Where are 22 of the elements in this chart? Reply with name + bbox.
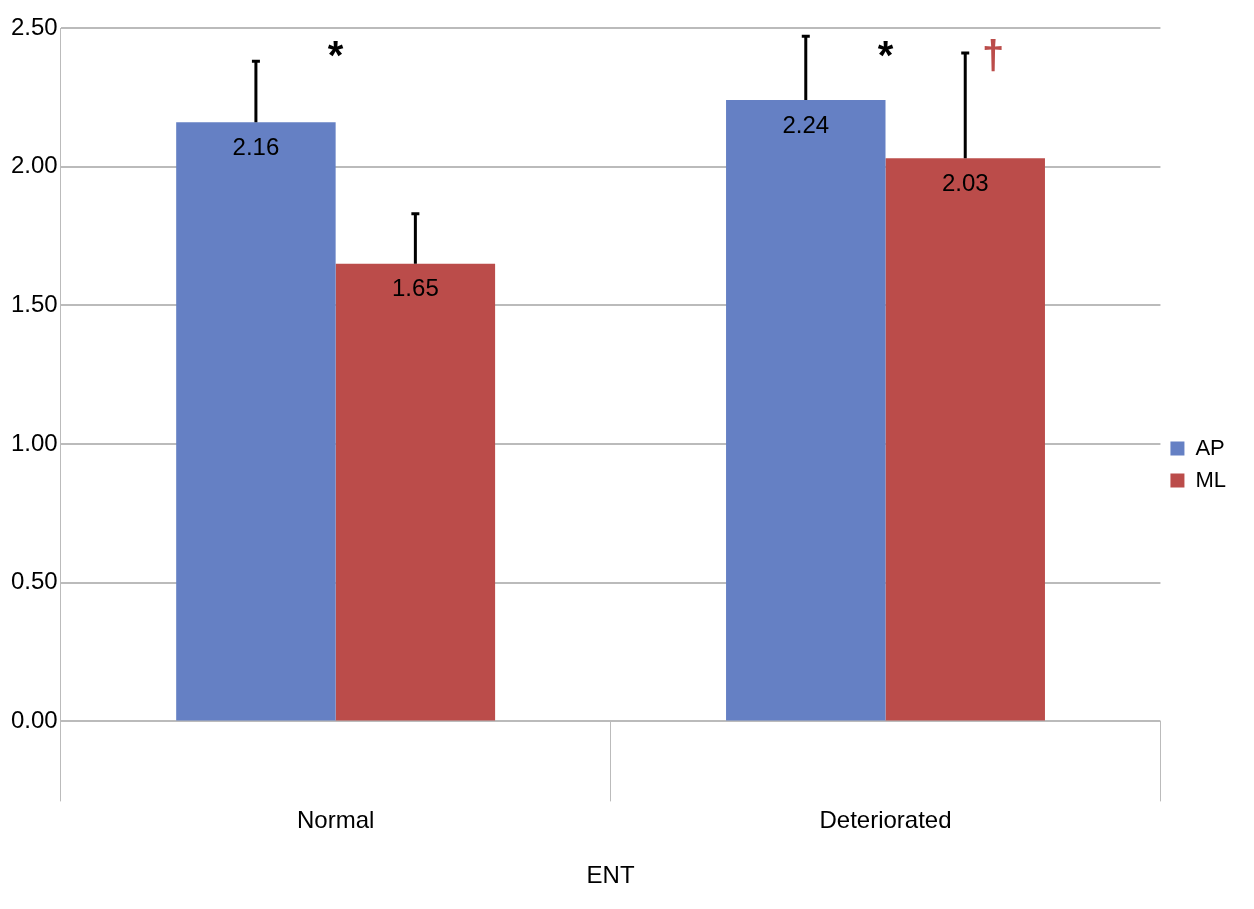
- y-tick-label: 0.00: [10, 706, 58, 734]
- y-tick-label: 1.00: [10, 428, 58, 456]
- annotation: †: [982, 33, 1005, 78]
- legend-label: ML: [1195, 466, 1226, 492]
- y-tick-label: 2.50: [10, 12, 58, 40]
- data-label: 1.65: [392, 274, 439, 302]
- bar: [885, 158, 1045, 721]
- x-axis-title: ENT: [586, 861, 635, 889]
- data-label: 2.24: [782, 110, 830, 138]
- bar: [726, 100, 886, 721]
- y-tick-label: 2.00: [10, 151, 58, 179]
- y-tick-label: 1.50: [10, 289, 58, 317]
- y-tick-label: 0.50: [10, 567, 58, 595]
- data-label: 2.03: [941, 168, 989, 196]
- x-tick-label: Normal: [296, 806, 375, 834]
- bar: [176, 122, 336, 721]
- data-label: 2.16: [232, 132, 280, 160]
- annotation: *: [327, 33, 344, 78]
- annotation: *: [877, 33, 894, 78]
- x-tick-label: Deteriorated: [819, 806, 952, 834]
- legend-label: AP: [1195, 434, 1225, 460]
- bar: [335, 263, 496, 721]
